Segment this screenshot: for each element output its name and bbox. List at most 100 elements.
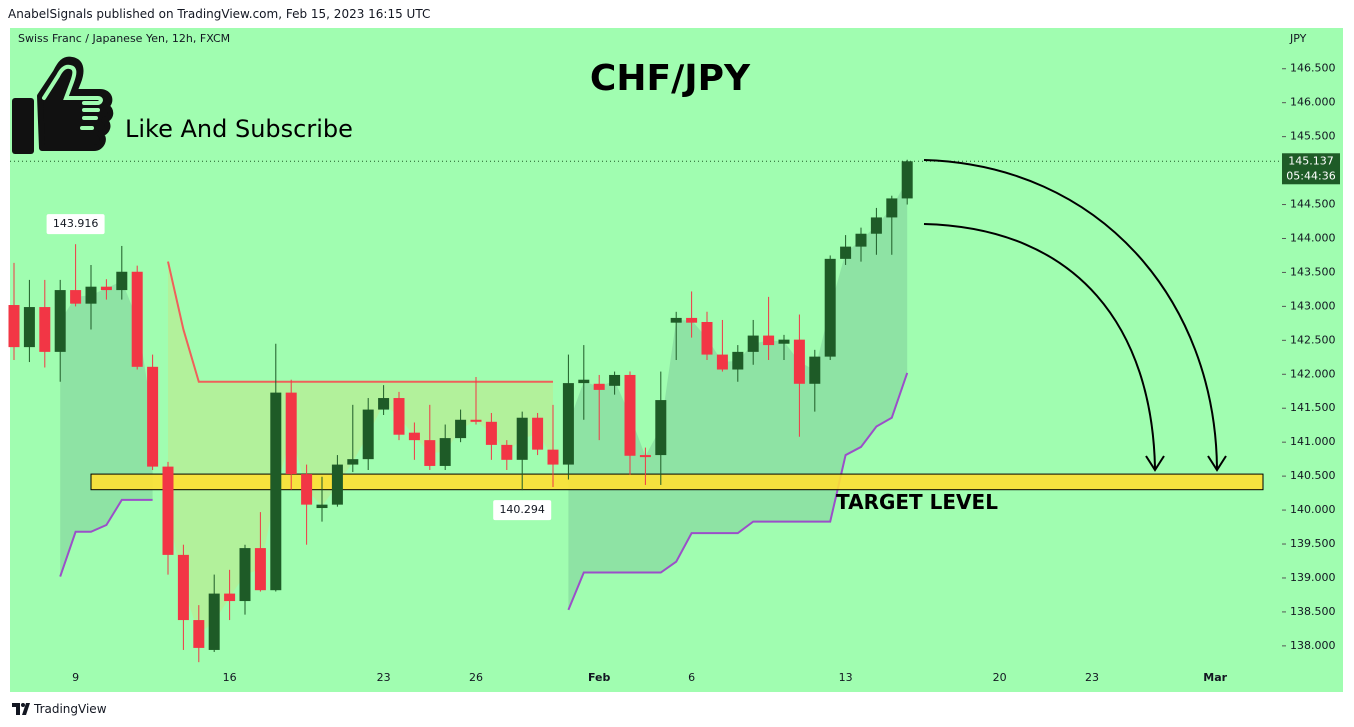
target-label: TARGET LEVEL [836, 490, 998, 514]
chart-title: CHF/JPY [590, 58, 751, 99]
candle-body [147, 366, 159, 467]
annotation: Like And Subscribe [125, 115, 353, 143]
candle-body [177, 554, 189, 621]
y-tick-label: 140.000 [1290, 503, 1336, 516]
x-tick-label: 6 [688, 671, 695, 684]
candle-body [208, 593, 220, 650]
y-tick-label: 138.000 [1290, 639, 1336, 652]
y-tick-label: 142.000 [1290, 367, 1336, 380]
logo [12, 703, 30, 715]
candle-body [8, 305, 20, 348]
candle-body [516, 417, 528, 460]
candle-body [470, 419, 482, 422]
band-fill [568, 179, 908, 610]
x-tick-label: Feb [588, 671, 611, 684]
candle-body [824, 258, 836, 357]
candle-body [624, 374, 636, 456]
candle-body [732, 351, 744, 370]
y-tick-label: 144.000 [1290, 231, 1336, 244]
candle-body [270, 392, 282, 591]
candle-body [301, 474, 313, 505]
candle-body [54, 290, 66, 352]
candle-body [316, 504, 328, 509]
candle-body [347, 459, 359, 465]
candle-body [701, 321, 713, 355]
candle-body [532, 417, 544, 450]
footer: TradingView [12, 702, 107, 716]
y-tick-label: 143.000 [1290, 299, 1336, 312]
y-tick-label: 146.000 [1290, 96, 1336, 109]
candle-body [193, 620, 205, 648]
thumbs-up-icon [12, 56, 114, 154]
candle-body [408, 432, 420, 441]
x-tick-label: 20 [993, 671, 1007, 684]
brand: TradingView [34, 702, 107, 716]
candle-body [716, 354, 728, 370]
candle-body [840, 246, 852, 259]
candle-body [501, 444, 513, 460]
x-tick-label: 13 [839, 671, 853, 684]
arrows [923, 159, 1227, 472]
candle-body [100, 286, 112, 291]
candle-body [609, 374, 621, 386]
y-tick-label: 144.500 [1290, 198, 1336, 211]
candle-body [254, 548, 266, 591]
x-tick-label: Mar [1203, 671, 1227, 684]
candle-body [362, 409, 374, 460]
candle-body [378, 398, 390, 410]
candle-body [886, 198, 898, 218]
band-line [167, 261, 553, 383]
band-line [59, 372, 909, 611]
candle-body [224, 593, 236, 602]
candle-body [562, 383, 574, 465]
band-fill [60, 280, 153, 577]
price-label: 140.294 [499, 503, 545, 516]
candle-body [578, 379, 590, 384]
candle-body [455, 419, 467, 439]
candle-body [747, 335, 759, 352]
candle-body [331, 464, 343, 505]
candle-body [655, 400, 667, 456]
x-tick-label: 23 [1085, 671, 1099, 684]
y-tick-label: 139.500 [1290, 537, 1336, 550]
y-tick-label: 141.000 [1290, 435, 1336, 448]
candle-body [439, 438, 451, 466]
target-zone [90, 473, 1264, 491]
x-tick-label: 9 [72, 671, 79, 684]
candle-body [485, 421, 497, 445]
candle-body [285, 392, 297, 475]
candle-body [162, 466, 174, 555]
candle-body [85, 286, 97, 304]
candle-body [593, 383, 605, 390]
x-tick-label: 16 [223, 671, 237, 684]
candle-body [639, 455, 651, 458]
y-tick-label: 142.500 [1290, 333, 1336, 346]
y-tick-label: 140.500 [1290, 469, 1336, 482]
countdown: 05:44:36 [1286, 169, 1335, 182]
chart-subtitle: Swiss Franc / Japanese Yen, 12h, FXCM [18, 32, 230, 45]
x-tick-label: 26 [469, 671, 483, 684]
price-label-box [46, 214, 105, 235]
band-fill [168, 261, 553, 634]
y-axis-label: JPY [1289, 32, 1307, 45]
candle-body [686, 317, 698, 323]
candle-body [901, 161, 913, 199]
publish-note: AnabelSignals published on TradingView.c… [8, 7, 431, 21]
candle-body [239, 548, 251, 602]
candle-body [870, 217, 882, 234]
last-price-badge [1282, 153, 1340, 185]
y-tick-label: 146.500 [1290, 62, 1336, 75]
candle-body [809, 356, 821, 384]
x-tick-label: 23 [377, 671, 391, 684]
candle-body [793, 339, 805, 384]
candle-body [547, 449, 559, 465]
y-tick-label: 141.500 [1290, 401, 1336, 414]
y-tick-label: 145.500 [1290, 130, 1336, 143]
candle-body [116, 271, 128, 291]
candle-body [131, 271, 143, 367]
candle-body [393, 398, 405, 435]
candle-body [855, 233, 867, 247]
y-tick-label: 143.500 [1290, 265, 1336, 278]
